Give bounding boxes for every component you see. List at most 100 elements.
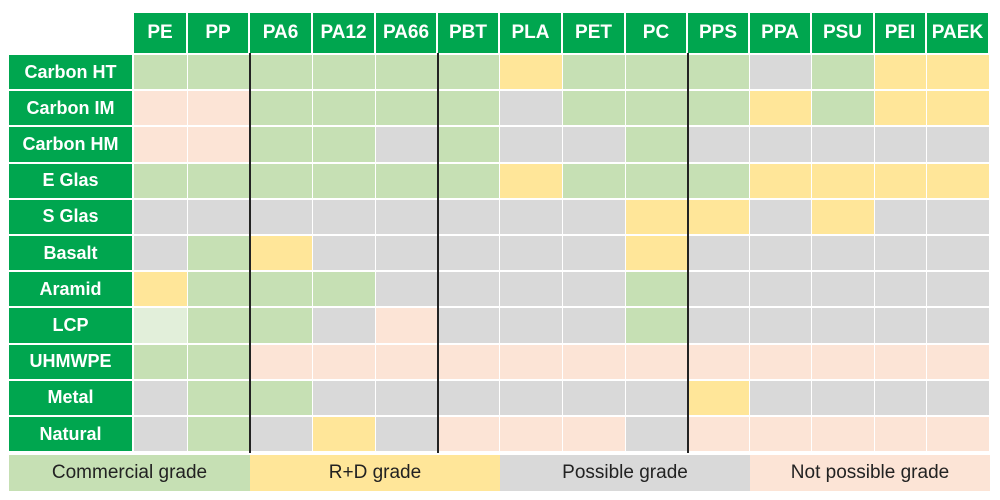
heatmap-cell [188, 272, 250, 309]
heatmap-cell [563, 380, 626, 417]
heatmap-cell [134, 380, 188, 417]
heatmap-cell [563, 236, 626, 273]
heatmap-cell [188, 344, 250, 381]
heatmap-cell [376, 344, 438, 381]
row-label: Metal [9, 380, 132, 417]
heatmap-cell [250, 380, 313, 417]
heatmap-cell [376, 127, 438, 164]
heatmap-cell [438, 308, 500, 345]
column-header: PA6 [250, 13, 313, 53]
heatmap-cell [438, 272, 500, 309]
heatmap-cell [250, 236, 313, 273]
heatmap-cell [812, 163, 875, 200]
heatmap-cell [688, 127, 750, 164]
heatmap-cell [875, 417, 927, 454]
heatmap-cell [376, 417, 438, 454]
heatmap-cell [875, 91, 927, 128]
heatmap-cell [927, 55, 990, 92]
heatmap-cell [626, 163, 688, 200]
column-header: PE [134, 13, 188, 53]
row-label: Carbon HM [9, 127, 132, 164]
heatmap-cell [688, 55, 750, 92]
heatmap-cell [750, 417, 812, 454]
heatmap-cell [812, 308, 875, 345]
heatmap-cell [134, 163, 188, 200]
heatmap-cell [313, 417, 376, 454]
heatmap-cell [875, 199, 927, 236]
row-label: S Glas [9, 199, 132, 236]
heatmap-cell [750, 199, 812, 236]
heatmap-cell [134, 417, 188, 454]
heatmap-cell [313, 272, 376, 309]
heatmap-cell [563, 127, 626, 164]
heatmap-cell [688, 91, 750, 128]
heatmap-cell [438, 380, 500, 417]
heatmap-cell [563, 308, 626, 345]
column-header: PPA [750, 13, 812, 53]
heatmap-cell [134, 199, 188, 236]
heatmap-cell [376, 91, 438, 128]
column-header: PA12 [313, 13, 376, 53]
heatmap-cell [812, 91, 875, 128]
heatmap-cell [313, 344, 376, 381]
heatmap-cell [313, 308, 376, 345]
heatmap-cell [134, 308, 188, 345]
column-header: PAEK [927, 13, 990, 53]
row-label: Carbon IM [9, 91, 132, 128]
heatmap-cell [927, 91, 990, 128]
heatmap-cell [250, 127, 313, 164]
heatmap-cell [500, 199, 563, 236]
row-label: Natural [9, 417, 132, 454]
heatmap-cell [688, 308, 750, 345]
heatmap-cell [563, 344, 626, 381]
heatmap-cell [688, 163, 750, 200]
heatmap-cell [313, 55, 376, 92]
heatmap-cell [626, 417, 688, 454]
heatmap-cell [500, 380, 563, 417]
heatmap-cell [500, 236, 563, 273]
heatmap-cell [626, 380, 688, 417]
heatmap-cell [750, 380, 812, 417]
heatmap-cell [500, 163, 563, 200]
row-label: Carbon HT [9, 55, 132, 92]
heatmap-cell [250, 163, 313, 200]
heatmap-cell [376, 236, 438, 273]
heatmap-cell [134, 127, 188, 164]
heatmap-cell [188, 127, 250, 164]
heatmap-cell [134, 55, 188, 92]
heatmap-cell [313, 380, 376, 417]
heatmap-cell [927, 272, 990, 309]
heatmap-cell [376, 308, 438, 345]
heatmap-cell [500, 91, 563, 128]
heatmap-cell [812, 417, 875, 454]
column-header: PLA [500, 13, 563, 53]
heatmap-cell [438, 127, 500, 164]
heatmap-cell [626, 236, 688, 273]
group-separator [687, 53, 689, 454]
heatmap-cell [927, 163, 990, 200]
heatmap-cell [438, 199, 500, 236]
heatmap-cell [688, 272, 750, 309]
legend-entry: Not possible grade [750, 455, 990, 491]
heatmap-cell [875, 380, 927, 417]
heatmap-cell [750, 272, 812, 309]
heatmap-cell [812, 127, 875, 164]
column-header: PET [563, 13, 626, 53]
group-separator [437, 53, 439, 454]
row-label: Basalt [9, 236, 132, 273]
row-label: LCP [9, 308, 132, 345]
heatmap-cell [188, 199, 250, 236]
row-label: Aramid [9, 272, 132, 309]
heatmap-cell [438, 417, 500, 454]
heatmap-cell [875, 127, 927, 164]
column-header: PPS [688, 13, 750, 53]
heatmap-cell [188, 380, 250, 417]
heatmap-cell [376, 163, 438, 200]
heatmap-cell [812, 55, 875, 92]
heatmap-cell [875, 308, 927, 345]
heatmap-cell [376, 199, 438, 236]
heatmap-cell [188, 55, 250, 92]
heatmap-cell [500, 272, 563, 309]
heatmap-cell [927, 417, 990, 454]
heatmap-cell [563, 199, 626, 236]
